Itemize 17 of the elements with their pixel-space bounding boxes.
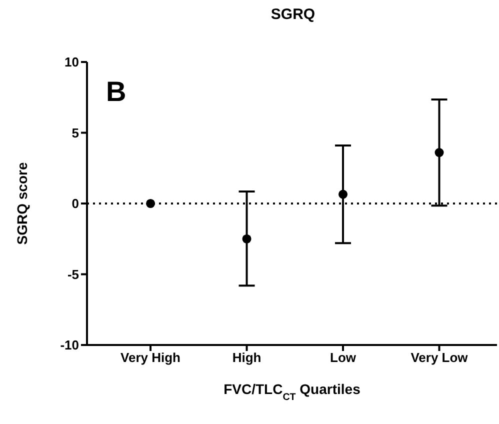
x-axis-title: FVC/TLC$_{CT}$ Quartiles [224,381,361,402]
y-tick-label: 0 [72,196,79,212]
x-tick-label: Low [330,350,357,366]
y-tick-label: 5 [72,125,79,140]
chart-title: SGRQ [270,6,316,23]
point [338,190,348,199]
y-tick-label: -5 [67,266,79,282]
x-tick-label: Very Low [410,350,469,366]
y-tick-label: -10 [60,338,79,353]
point [434,148,444,158]
x-tick-label: High [232,350,262,366]
point [146,198,156,208]
y-axis-title: SGRQ score [14,162,30,245]
x-tick-label: Very High [120,350,181,366]
annotation: B [106,76,126,108]
y-tick-label: 10 [64,54,79,70]
point [242,234,252,244]
